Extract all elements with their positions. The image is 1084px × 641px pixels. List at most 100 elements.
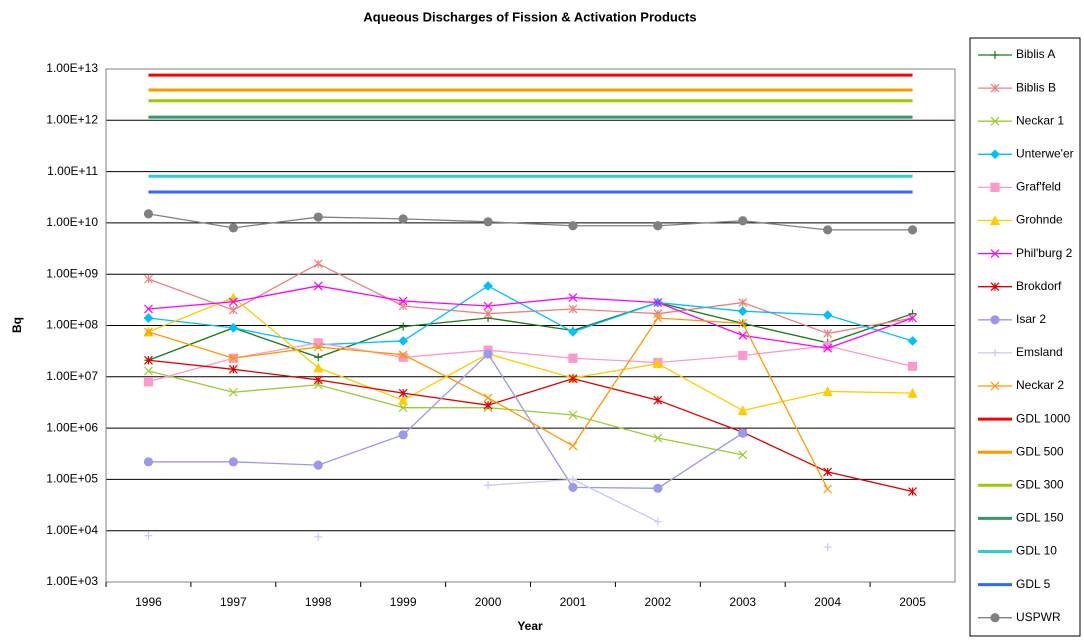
marker	[823, 343, 833, 353]
marker	[908, 313, 917, 323]
y-tick-label: 1.00E+13	[46, 61, 98, 75]
legend-label: GDL 150	[1016, 511, 1064, 525]
marker	[568, 353, 578, 363]
legend-label: Isar 2	[1016, 312, 1046, 326]
marker	[313, 212, 323, 222]
legend-label: Biblis B	[1016, 80, 1056, 94]
y-axis-title: Bq	[10, 317, 24, 333]
legend-label: GDL 5	[1016, 577, 1051, 591]
marker	[483, 217, 493, 227]
marker	[822, 386, 833, 396]
marker	[653, 483, 663, 493]
y-tick-label: 1.00E+11	[47, 164, 98, 178]
marker	[568, 441, 578, 451]
marker	[143, 209, 154, 219]
marker	[652, 358, 663, 369]
marker	[990, 282, 1000, 292]
marker	[398, 403, 408, 413]
marker	[568, 221, 578, 231]
x-axis-title: Year	[517, 619, 543, 633]
y-tick-label: 1.00E+04	[46, 523, 98, 537]
marker	[398, 430, 408, 440]
marker	[144, 366, 153, 376]
marker	[483, 400, 493, 410]
marker	[144, 327, 153, 337]
marker	[143, 377, 154, 387]
marker	[568, 410, 578, 420]
marker	[738, 450, 748, 460]
marker	[822, 310, 833, 320]
marker	[228, 353, 238, 363]
marker	[398, 336, 408, 346]
marker	[738, 298, 748, 307]
marker	[314, 353, 323, 362]
marker	[990, 116, 1000, 126]
y-tick-label: 1.00E+10	[46, 215, 98, 229]
series-line	[148, 213, 913, 231]
legend-box	[969, 37, 1081, 637]
marker	[823, 329, 833, 338]
legend-label: Neckar 1	[1016, 113, 1064, 127]
marker	[568, 293, 578, 303]
marker	[990, 381, 1000, 391]
x-tick-label: 2001	[560, 595, 587, 609]
marker	[483, 393, 493, 403]
marker	[653, 313, 663, 323]
marker	[990, 182, 1000, 192]
marker	[991, 348, 999, 357]
marker	[653, 298, 663, 307]
marker	[568, 482, 578, 492]
marker	[991, 51, 999, 59]
marker	[483, 301, 493, 311]
marker	[228, 292, 239, 303]
marker	[144, 304, 153, 314]
legend-label: GDL 10	[1016, 544, 1057, 558]
marker	[823, 543, 832, 552]
marker	[398, 350, 408, 360]
series-line	[148, 296, 913, 412]
marker	[737, 306, 748, 317]
marker	[313, 460, 323, 470]
marker	[144, 355, 153, 365]
marker	[228, 223, 238, 233]
marker	[483, 309, 493, 319]
marker	[228, 322, 239, 333]
x-tick-label: 2004	[814, 595, 841, 609]
marker	[143, 313, 154, 323]
marker	[990, 83, 1000, 93]
marker	[653, 433, 663, 443]
legend-label: Phil'burg 2	[1016, 246, 1073, 260]
x-tick-label: 2002	[644, 595, 671, 609]
series-line	[148, 342, 913, 383]
marker	[990, 613, 1000, 623]
marker	[314, 532, 323, 541]
y-tick-label: 1.00E+06	[46, 420, 98, 434]
marker	[653, 309, 663, 319]
marker	[483, 349, 493, 359]
legend-label: Neckar 2	[1016, 378, 1064, 392]
marker	[313, 281, 323, 291]
legend-label: Unterwe'er	[1016, 146, 1074, 160]
series-line	[148, 370, 743, 456]
x-tick-label: 1996	[135, 595, 162, 609]
legend-label: GDL 300	[1016, 477, 1064, 491]
y-tick-label: 1.00E+09	[46, 266, 98, 280]
marker	[737, 405, 748, 416]
legend-label: GDL 1000	[1016, 411, 1071, 425]
marker	[990, 315, 1000, 325]
x-tick-label: 2000	[475, 595, 502, 609]
legend-label: GDL 500	[1016, 444, 1064, 458]
marker	[990, 215, 1000, 226]
series-line	[148, 352, 744, 489]
x-tick-label: 1998	[305, 595, 332, 609]
marker	[228, 364, 238, 374]
marker	[313, 375, 323, 385]
legend-label: Grohnde	[1016, 213, 1063, 227]
marker	[228, 297, 238, 307]
series-line	[148, 285, 913, 349]
x-tick-label: 1999	[390, 595, 417, 609]
marker	[398, 394, 409, 405]
series-line	[148, 359, 913, 493]
marker	[738, 216, 748, 226]
y-tick-label: 1.00E+05	[46, 472, 98, 486]
